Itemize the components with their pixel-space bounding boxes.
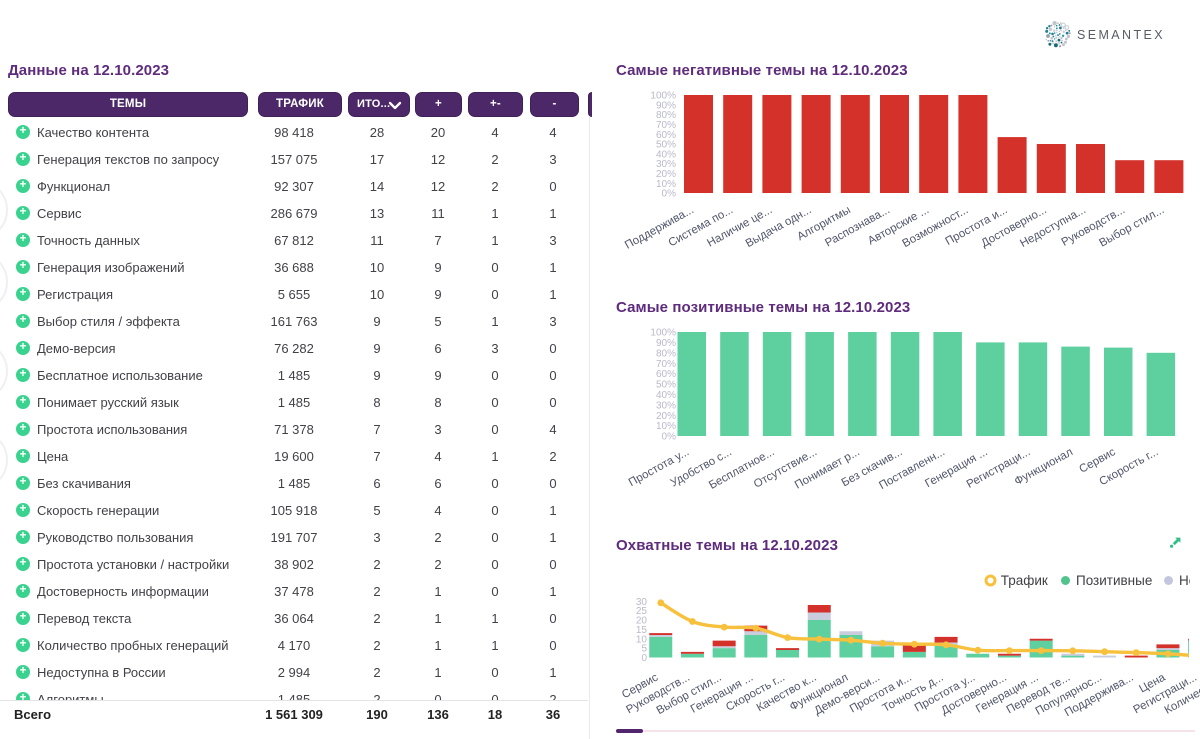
- svg-text:10%: 10%: [656, 421, 676, 432]
- svg-text:10: 10: [636, 634, 648, 645]
- svg-text:25: 25: [636, 606, 648, 617]
- svg-text:70%: 70%: [656, 120, 676, 131]
- svg-text:80%: 80%: [656, 110, 676, 121]
- svg-text:50%: 50%: [656, 380, 676, 391]
- svg-text:70%: 70%: [656, 359, 676, 370]
- svg-text:20: 20: [636, 616, 648, 627]
- svg-text:100%: 100%: [650, 328, 676, 339]
- svg-text:100%: 100%: [650, 91, 676, 102]
- svg-text:5: 5: [641, 644, 647, 655]
- svg-text:15: 15: [636, 625, 648, 636]
- svg-text:60%: 60%: [656, 369, 676, 380]
- svg-text:30%: 30%: [656, 400, 676, 411]
- svg-text:50%: 50%: [656, 140, 676, 151]
- svg-text:10%: 10%: [656, 179, 676, 190]
- svg-text:60%: 60%: [656, 130, 676, 141]
- svg-text:0: 0: [641, 653, 647, 664]
- svg-text:20%: 20%: [656, 169, 676, 180]
- svg-text:90%: 90%: [656, 100, 676, 111]
- svg-text:40%: 40%: [656, 149, 676, 160]
- svg-text:40%: 40%: [656, 390, 676, 401]
- svg-text:80%: 80%: [656, 348, 676, 359]
- svg-text:30%: 30%: [656, 159, 676, 170]
- svg-text:30: 30: [636, 597, 648, 608]
- svg-text:0%: 0%: [662, 189, 677, 200]
- svg-text:20%: 20%: [656, 411, 676, 422]
- svg-text:0%: 0%: [662, 432, 677, 443]
- svg-text:90%: 90%: [656, 338, 676, 349]
